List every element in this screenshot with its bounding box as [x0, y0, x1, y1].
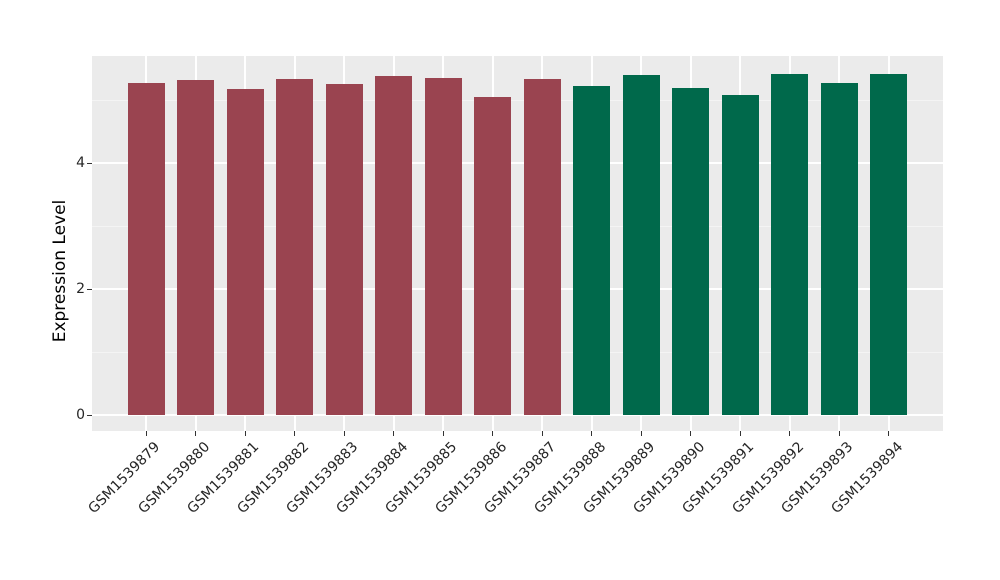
x-axis-tick: [145, 431, 147, 436]
plot-panel: [92, 56, 943, 431]
x-axis-tick: [690, 431, 692, 436]
bar-gsm1539892: [771, 73, 809, 415]
y-axis-tick: [87, 162, 92, 164]
bar-gsm1539894: [870, 74, 908, 415]
gridline-minor-horizontal: [92, 351, 943, 353]
x-axis-tick: [541, 431, 543, 436]
bar-gsm1539883: [325, 83, 363, 415]
y-axis-tick: [87, 414, 92, 416]
x-axis-tick: [789, 431, 791, 436]
y-axis-tick: [87, 288, 92, 290]
y-tick-label: 2: [76, 281, 85, 297]
bar-gsm1539882: [276, 79, 314, 415]
bar-gsm1539880: [177, 80, 215, 415]
x-axis-tick: [442, 431, 444, 436]
bar-gsm1539889: [622, 74, 660, 415]
gridline-minor-horizontal: [92, 225, 943, 227]
gridline-major-horizontal: [92, 162, 943, 164]
x-axis-tick: [888, 431, 890, 436]
x-axis-tick: [640, 431, 642, 436]
y-axis-title: Expression Level: [50, 199, 70, 342]
y-tick-label: 0: [76, 407, 85, 423]
bar-gsm1539890: [672, 88, 710, 415]
bar-gsm1539887: [523, 79, 561, 415]
bar-gsm1539886: [474, 96, 512, 415]
bar-gsm1539888: [573, 85, 611, 415]
x-axis-tick: [393, 431, 395, 436]
bar-gsm1539879: [127, 82, 165, 415]
x-axis-tick: [294, 431, 296, 436]
bar-gsm1539884: [375, 76, 413, 415]
x-axis-tick: [739, 431, 741, 436]
y-tick-label: 4: [76, 155, 85, 171]
bar-gsm1539881: [226, 89, 264, 415]
x-axis-tick: [591, 431, 593, 436]
x-axis-tick: [343, 431, 345, 436]
x-axis-tick: [838, 431, 840, 436]
gridline-major-horizontal: [92, 414, 943, 416]
x-axis-tick: [244, 431, 246, 436]
x-axis-tick: [492, 431, 494, 436]
bar-gsm1539885: [424, 77, 462, 415]
bar-gsm1539891: [721, 94, 759, 415]
gridline-major-horizontal: [92, 288, 943, 290]
x-axis-tick: [195, 431, 197, 436]
gridline-minor-horizontal: [92, 99, 943, 101]
bar-gsm1539893: [820, 82, 858, 415]
